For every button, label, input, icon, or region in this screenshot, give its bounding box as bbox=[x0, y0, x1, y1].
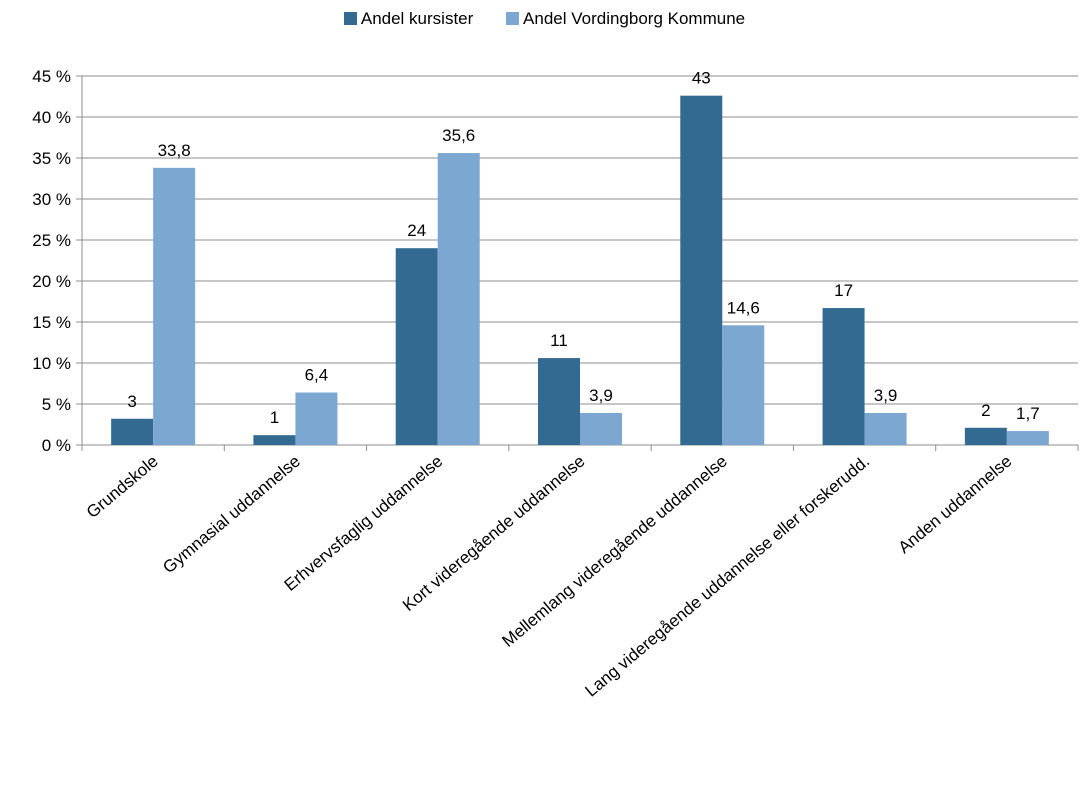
bar-series-2 bbox=[295, 392, 338, 445]
data-label-series-1: 24 bbox=[407, 221, 426, 240]
y-tick-label: 20 % bbox=[32, 272, 71, 291]
legend-item-series-1: Andel kursister bbox=[343, 8, 474, 29]
data-label-series-2: 3,9 bbox=[874, 386, 898, 405]
x-category-label: Erhvervsfaglig uddannelse bbox=[281, 452, 447, 595]
data-label-series-2: 1,7 bbox=[1016, 404, 1040, 423]
bar-series-1 bbox=[822, 308, 865, 445]
y-tick-label: 10 % bbox=[32, 354, 71, 373]
bar-series-2 bbox=[153, 167, 196, 445]
data-label-series-1: 2 bbox=[981, 401, 990, 420]
bar-series-2 bbox=[437, 153, 480, 445]
data-label-series-2: 3,9 bbox=[589, 386, 613, 405]
legend-label-series-1: Andel kursister bbox=[360, 8, 474, 28]
y-tick-label: 35 % bbox=[32, 149, 71, 168]
legend-item-series-2: Andel Vordingborg Kommune bbox=[506, 9, 745, 29]
bar-series-1 bbox=[680, 95, 723, 446]
chart-legend: Andel kursister Andel Vordingborg Kommun… bbox=[0, 8, 1089, 29]
data-label-series-1: 1 bbox=[270, 408, 279, 427]
y-tick-label: 25 % bbox=[32, 231, 71, 250]
bar-series-2 bbox=[864, 413, 907, 445]
legend-swatch-series-1 bbox=[343, 11, 357, 25]
data-label-series-2: 33,8 bbox=[158, 141, 191, 160]
data-label-series-1: 43 bbox=[692, 69, 711, 88]
bar-series-1 bbox=[111, 418, 154, 445]
y-tick-label: 15 % bbox=[32, 313, 71, 332]
bar-series-2 bbox=[1006, 431, 1049, 445]
y-tick-label: 40 % bbox=[32, 108, 71, 127]
x-category-label: Mellemlang videregående uddannelse bbox=[499, 452, 731, 651]
data-label-series-1: 11 bbox=[550, 331, 568, 350]
x-category-label: Anden uddannelse bbox=[895, 452, 1016, 558]
bar-series-1 bbox=[964, 427, 1007, 445]
data-label-series-2: 35,6 bbox=[442, 126, 475, 145]
y-tick-label: 0 % bbox=[42, 436, 71, 455]
x-category-label: Lang videregående uddannelse eller forsk… bbox=[581, 452, 873, 701]
bar-series-2 bbox=[722, 325, 765, 445]
legend-swatch-series-2 bbox=[506, 11, 520, 25]
legend-label-series-2: Andel Vordingborg Kommune bbox=[523, 8, 746, 28]
bar-series-1 bbox=[253, 435, 296, 445]
bar-series-1 bbox=[538, 358, 580, 445]
data-label-series-2: 6,4 bbox=[305, 366, 329, 385]
bar-series-1 bbox=[395, 248, 438, 445]
bar-series-2 bbox=[580, 413, 622, 445]
y-tick-label: 5 % bbox=[42, 395, 71, 414]
y-tick-label: 30 % bbox=[32, 190, 71, 209]
data-label-series-1: 3 bbox=[127, 392, 136, 411]
data-label-series-1: 17 bbox=[834, 281, 853, 300]
x-category-label: Grundskole bbox=[83, 452, 162, 522]
data-label-series-2: 14,6 bbox=[727, 298, 760, 317]
y-tick-label: 45 % bbox=[32, 67, 71, 86]
x-category-label: Gymnasial uddannelse bbox=[159, 452, 304, 578]
